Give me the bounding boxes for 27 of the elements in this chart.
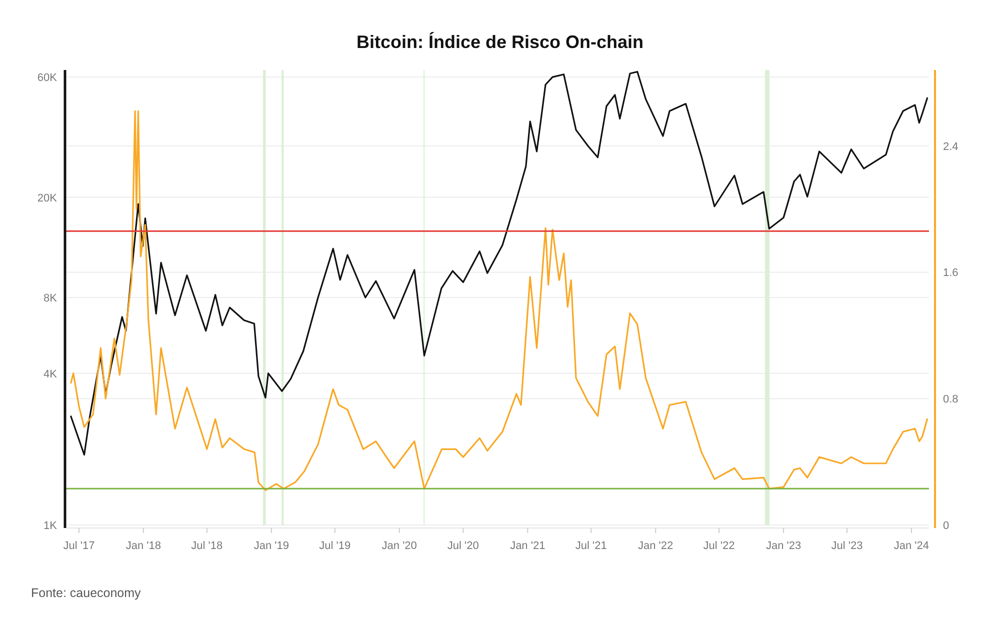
line-series <box>70 110 928 492</box>
y2-tick-label: 2.4 <box>943 140 958 153</box>
chart-title: Bitcoin: Índice de Risco On-chain <box>356 32 644 52</box>
x-tick-label: Jan '23 <box>766 540 802 552</box>
x-tick-label: Jul '22 <box>703 540 735 552</box>
x-tick-label: Jan '20 <box>382 540 417 552</box>
x-tick-label: Jul '20 <box>447 540 479 552</box>
x-tick-label: Jan '18 <box>126 540 162 552</box>
x-tick-label: Jan '21 <box>510 540 546 552</box>
line-series <box>70 70 928 456</box>
x-tick-label: Jul '23 <box>831 540 863 552</box>
x-tick-label: Jul '17 <box>63 540 95 552</box>
x-tick-label: Jul '19 <box>319 540 351 552</box>
y-tick-label: 4K <box>44 368 58 380</box>
x-tick-label: Jan '22 <box>638 540 674 552</box>
y2-tick-label: 1.6 <box>943 267 958 280</box>
x-tick-label: Jan '19 <box>254 540 289 552</box>
y-tick-label: 60K <box>37 72 58 84</box>
x-tick-label: Jan '24 <box>894 540 930 552</box>
y-tick-label: 1K <box>44 520 58 532</box>
source-note: Fonte: caueconomy <box>31 586 142 600</box>
y-tick-label: 20K <box>37 192 58 204</box>
y2-tick-label: 0 <box>943 520 950 532</box>
x-tick-label: Jul '18 <box>191 540 223 552</box>
x-tick-label: Jul '21 <box>575 540 607 552</box>
y-tick-label: 8K <box>44 292 58 304</box>
y2-tick-label: 0.8 <box>943 394 958 406</box>
